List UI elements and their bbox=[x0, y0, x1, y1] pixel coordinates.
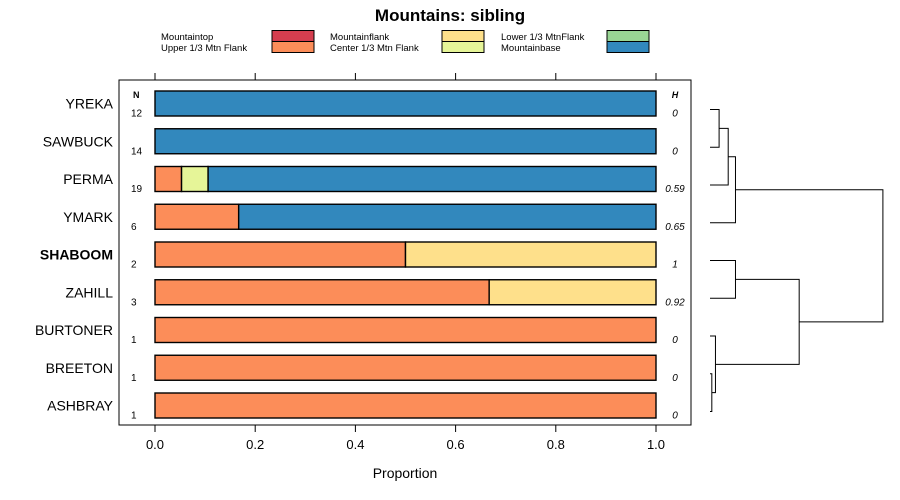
legend-label-mountainbase: Mountainbase bbox=[501, 43, 561, 54]
row-n-value: 12 bbox=[131, 109, 143, 120]
row-h-value: 0.59 bbox=[665, 184, 685, 195]
legend-label-mountainflank: Mountainflank bbox=[330, 32, 389, 43]
x-axis-label: Proportion bbox=[373, 465, 438, 481]
bar-segment-upper-1-3-mtn-flank bbox=[154, 165, 183, 193]
dendrogram bbox=[710, 109, 884, 412]
plot-frame bbox=[118, 79, 692, 426]
row-label: YREKA bbox=[66, 96, 114, 112]
h-column-header: H bbox=[672, 90, 679, 100]
bar-row-breeton: BREETON 1 0 bbox=[46, 354, 678, 384]
x-tick-label: 0.6 bbox=[447, 437, 465, 452]
dendrogram-branch bbox=[715, 278, 800, 365]
bar-segment-upper-1-3-mtn-flank bbox=[154, 203, 240, 230]
n-column-header: N bbox=[133, 90, 140, 100]
top-axis-ticks bbox=[154, 73, 657, 80]
row-n-value: 6 bbox=[131, 222, 137, 233]
row-label: SAWBUCK bbox=[43, 133, 114, 149]
bar-segment-center-1-3-mtn-flank bbox=[180, 165, 209, 193]
bar-segment-mountainbase bbox=[237, 203, 657, 230]
row-n-value: 1 bbox=[131, 411, 137, 422]
bar-segment-upper-1-3-mtn-flank bbox=[154, 241, 407, 268]
legend-swatch-mountainflank bbox=[441, 30, 485, 42]
bar-segment-mountainbase bbox=[154, 90, 657, 117]
legend-label-center-1-3-mtn-flank: Center 1/3 Mtn Flank bbox=[330, 43, 419, 54]
row-n-value: 1 bbox=[131, 373, 137, 384]
row-n-value: 19 bbox=[131, 184, 143, 195]
legend-label-mountaintop: Mountaintop bbox=[161, 32, 213, 43]
row-label: YMARK bbox=[63, 209, 113, 225]
dendrogram-branch bbox=[710, 373, 713, 412]
row-h-value: 0 bbox=[672, 411, 678, 422]
legend-swatch-lower-1-3-mtnflank bbox=[606, 30, 650, 42]
row-label: PERMA bbox=[63, 171, 113, 187]
bar-segment-upper-1-3-mtn-flank bbox=[154, 279, 490, 306]
row-n-value: 14 bbox=[131, 146, 143, 157]
bar-segment-upper-1-3-mtn-flank bbox=[154, 354, 657, 381]
legend: Mountaintop Mountainflank Lower 1/3 MtnFla… bbox=[161, 30, 650, 54]
bar-row-burtoner: BURTONER 1 0 bbox=[35, 316, 678, 346]
x-axis: 0.0 0.2 0.4 0.6 0.8 1.0 bbox=[146, 425, 665, 452]
x-tick-label: 0.4 bbox=[346, 437, 364, 452]
bar-row-yreka: YREKA 12 0 bbox=[66, 90, 678, 120]
legend-swatch-mountaintop bbox=[271, 30, 315, 42]
row-label: SHABOOM bbox=[40, 247, 113, 263]
row-h-value: 0 bbox=[672, 146, 678, 157]
bar-row-shaboom: SHABOOM 2 1 bbox=[40, 241, 678, 271]
x-tick-label: 0.8 bbox=[547, 437, 565, 452]
legend-swatch-upper-1-3-mtn-flank bbox=[271, 41, 315, 53]
dendrogram-branch bbox=[710, 109, 720, 148]
row-label: BURTONER bbox=[35, 322, 113, 338]
row-h-value: 0.92 bbox=[665, 297, 685, 308]
bar-row-perma: PERMA 19 0.59 bbox=[63, 165, 685, 195]
bar-segment-mountainflank bbox=[488, 279, 657, 306]
legend-label-lower-1-3-mtnflank: Lower 1/3 MtnFlank bbox=[501, 32, 585, 43]
bar-row-ymark: YMARK 6 0.65 bbox=[63, 203, 685, 233]
row-h-value: 0 bbox=[672, 373, 678, 384]
bar-row-ashbray: ASHBRAY 1 0 bbox=[47, 392, 678, 422]
x-tick-label: 0.0 bbox=[146, 437, 164, 452]
legend-label-upper-1-3-mtn-flank: Upper 1/3 Mtn Flank bbox=[161, 43, 247, 54]
bar-segment-mountainbase bbox=[207, 165, 657, 193]
row-label: ASHBRAY bbox=[47, 398, 114, 414]
chart-title: Mountains: sibling bbox=[375, 6, 525, 25]
bar-row-zahill: ZAHILL 3 0.92 bbox=[66, 279, 685, 308]
dendrogram-branch bbox=[735, 189, 884, 323]
dendrogram-branch bbox=[710, 335, 716, 394]
row-n-value: 3 bbox=[131, 297, 137, 308]
row-n-value: 2 bbox=[131, 260, 137, 271]
row-label: BREETON bbox=[46, 360, 113, 376]
row-h-value: 0 bbox=[672, 109, 678, 120]
bar-segment-upper-1-3-mtn-flank bbox=[154, 392, 657, 419]
row-n-value: 1 bbox=[131, 335, 137, 346]
row-h-value: 0 bbox=[672, 335, 678, 346]
bar-segment-upper-1-3-mtn-flank bbox=[154, 316, 657, 344]
bar-segment-mountainflank bbox=[404, 241, 657, 268]
dendrogram-branch bbox=[710, 156, 736, 224]
dendrogram-branch bbox=[710, 260, 736, 299]
row-label: ZAHILL bbox=[66, 284, 114, 300]
row-h-value: 0.65 bbox=[665, 222, 685, 233]
bar-row-sawbuck: SAWBUCK 14 0 bbox=[43, 128, 678, 157]
x-tick-label: 0.2 bbox=[246, 437, 264, 452]
bar-segment-mountainbase bbox=[154, 128, 657, 155]
row-h-value: 1 bbox=[672, 260, 678, 271]
legend-swatch-center-1-3-mtn-flank bbox=[441, 41, 485, 53]
x-tick-label: 1.0 bbox=[647, 437, 665, 452]
legend-swatch-mountainbase bbox=[606, 41, 650, 53]
